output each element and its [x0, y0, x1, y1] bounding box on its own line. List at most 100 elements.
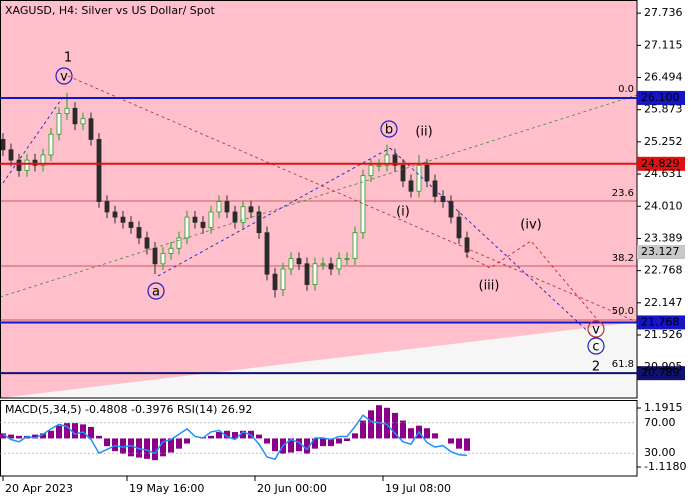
candle-body	[360, 175, 366, 234]
candle-body	[416, 164, 422, 192]
wave-label: v	[60, 70, 68, 85]
candle-body	[168, 247, 174, 254]
candle-body	[88, 118, 94, 140]
wave-label: (i)	[396, 205, 410, 220]
wave-line	[157, 147, 391, 277]
y-tick-label: 27.736	[644, 6, 683, 19]
candle-body	[176, 237, 182, 249]
macd-bar	[288, 438, 294, 453]
wave-circle	[380, 120, 398, 138]
candle-body	[240, 206, 246, 223]
candle-body	[440, 196, 446, 202]
wave-label: c	[592, 340, 599, 355]
candle-body	[208, 211, 214, 228]
macd-bar	[352, 433, 358, 439]
y2-tick-label: 70.00	[644, 416, 676, 429]
level-label-box	[637, 156, 685, 171]
macd-bar	[360, 420, 366, 439]
candle-body	[368, 164, 374, 177]
wave-label: (iv)	[520, 218, 541, 233]
macd-bar	[8, 434, 14, 439]
macd-bar	[40, 433, 46, 439]
macd-bar	[400, 420, 406, 439]
candle-body	[432, 180, 438, 197]
macd-bar	[456, 438, 462, 449]
candle-body	[376, 164, 382, 167]
candle-body	[248, 206, 254, 213]
trend-line	[67, 75, 638, 323]
wave-circle	[147, 282, 165, 300]
candle-body	[32, 159, 38, 166]
macd-bar	[432, 433, 438, 439]
wave-label: b	[385, 123, 393, 138]
macd-bar	[0, 433, 6, 439]
candle-body	[288, 258, 294, 270]
price-label: 23.127	[641, 245, 680, 258]
level-label: 21.768	[641, 315, 680, 328]
macd-bar	[168, 438, 174, 453]
macd-bar	[120, 438, 126, 454]
candle-body	[232, 211, 238, 223]
macd-bar	[88, 426, 94, 439]
macd-bar	[272, 438, 278, 452]
macd-bar	[72, 423, 78, 439]
candle-body	[8, 149, 14, 161]
candle-body	[200, 221, 206, 228]
y-tick-label: 22.147	[644, 296, 683, 309]
macd-bar	[408, 428, 414, 439]
candle-body	[64, 107, 70, 114]
macd-bar	[16, 435, 22, 439]
y-tick-label: 21.526	[644, 328, 683, 341]
wave-label: 2	[592, 360, 600, 375]
candle-body	[216, 201, 222, 213]
candle-body	[152, 247, 158, 265]
candle-body	[456, 216, 462, 239]
x-tick-label: 20 Jun 00:00	[257, 482, 327, 495]
candle-body	[464, 237, 470, 253]
fib-label: 23.6	[612, 188, 634, 199]
candle-body	[184, 216, 190, 239]
candle-body	[104, 201, 110, 213]
fib-label: 0.0	[618, 84, 634, 95]
macd-bar	[376, 405, 382, 439]
wave-label: (iii)	[479, 279, 500, 294]
macd-bar	[104, 438, 110, 447]
macd-bar	[448, 438, 454, 444]
candle-body	[352, 232, 358, 259]
wave-line	[389, 147, 596, 339]
macd-bar	[304, 438, 310, 454]
macd-bar	[392, 412, 398, 439]
wave-label: (ii)	[415, 125, 432, 140]
candle-body	[256, 211, 262, 234]
candle-body	[344, 258, 350, 260]
wave-lines	[0, 75, 638, 339]
triangle-area	[0, 322, 637, 398]
y-tick-label: 20.905	[644, 360, 683, 373]
level-label: 20.789	[641, 366, 680, 379]
indicator-title: MACD(5,34,5) -0.4808 -0.3976 RSI(14) 26.…	[5, 403, 252, 416]
macd-bar	[264, 438, 270, 444]
candle-body	[392, 154, 398, 166]
candle-body	[128, 221, 134, 228]
candle-body	[160, 253, 166, 265]
wave-label: 1	[64, 51, 72, 66]
level-label-box	[637, 90, 685, 105]
macd-bar	[464, 438, 470, 451]
y-tick-label: 27.115	[644, 38, 683, 51]
fib-label: 50.0	[612, 306, 634, 317]
candle-body	[40, 154, 46, 166]
macd-bar	[240, 430, 246, 439]
candle-body	[448, 201, 454, 218]
candle-body	[328, 263, 334, 270]
y-tick-label: -1.1180	[644, 460, 686, 473]
level-label-box	[637, 315, 685, 330]
candle-body	[72, 107, 78, 125]
macd-bar	[184, 438, 190, 444]
macd-bar	[176, 438, 182, 449]
candle-body	[296, 258, 302, 265]
candle-body	[336, 258, 342, 270]
wave-circle	[55, 67, 73, 85]
y-tick-label: 24.631	[644, 167, 683, 180]
price-label-box	[637, 245, 685, 260]
y-tick-label: 23.389	[644, 231, 683, 244]
